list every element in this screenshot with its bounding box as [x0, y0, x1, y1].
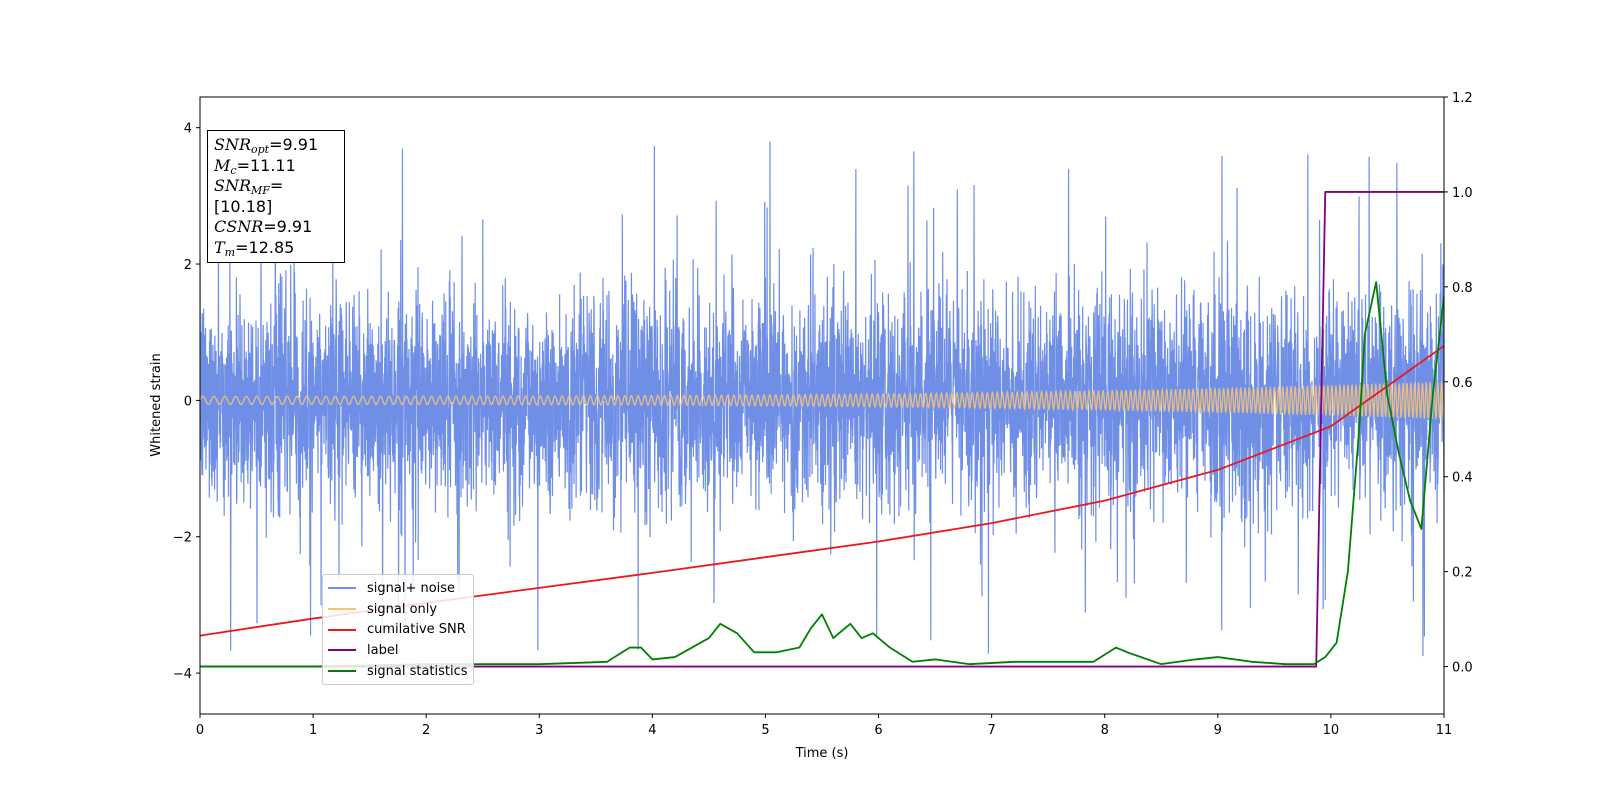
csnr-value: 9.91	[276, 217, 313, 236]
csnr-line: CSNR=9.91	[214, 217, 313, 236]
y-tick-label: −4	[173, 667, 192, 682]
x-tick-label: 10	[1323, 723, 1340, 738]
snr-mf-value: [10.18]	[214, 196, 273, 216]
snr-mf-line: SNRMF=[10.18]	[214, 176, 284, 216]
x-tick-label: 0	[196, 723, 204, 738]
y2-tick-label: 0.2	[1452, 566, 1473, 581]
x-tick-label: 2	[422, 723, 430, 738]
x-tick-label: 7	[987, 723, 995, 738]
legend-item-label: label	[328, 640, 468, 661]
series-signal-statistics	[200, 281, 1444, 668]
x-tick-label: 8	[1101, 723, 1109, 738]
axes-frame	[199, 96, 1445, 715]
x-tick-label: 9	[1214, 723, 1222, 738]
x-tick-label: 1	[309, 723, 317, 738]
legend-label-noise: signal+ noise	[367, 580, 456, 596]
series-signal-only	[200, 381, 1444, 421]
y-tick-label: 2	[184, 258, 192, 273]
x-axis: 0 1 2 3 4 5 6 7 8 9 10 11	[196, 714, 1452, 738]
y2-tick-label: 0.6	[1452, 376, 1473, 391]
legend-item-csnr: cumilative SNR	[328, 619, 468, 640]
y-axis-left: 4 2 0 −2 −4	[173, 122, 200, 682]
legend-label-signal: signal only	[367, 601, 438, 617]
legend-label-stats: signal statistics	[367, 663, 468, 679]
legend-swatch-csnr	[328, 628, 356, 631]
y2-tick-label: 0.0	[1452, 661, 1473, 676]
series-signal-noise	[200, 141, 1444, 657]
legend: signal+ noise signal only cumilative SNR…	[322, 574, 474, 686]
mc-value: 11.11	[249, 155, 296, 175]
y2-tick-label: 1.0	[1452, 186, 1473, 201]
legend-swatch-label	[328, 649, 356, 652]
legend-swatch-signal	[328, 608, 356, 611]
snr-opt-value: 9.91	[282, 135, 319, 154]
legend-swatch-stats	[328, 670, 356, 673]
y2-tick-label: 1.2	[1452, 91, 1473, 106]
y-tick-label: −2	[173, 531, 192, 546]
x-tick-label: 11	[1436, 723, 1453, 738]
y-axis-label: Whitened strain	[149, 353, 164, 456]
y2-tick-label: 0.8	[1452, 281, 1473, 296]
tm-line: Tm=12.85	[214, 237, 295, 259]
info-box: SNRopt=9.91 Mc=11.11 SNRMF=[10.18] CSNR=…	[207, 130, 345, 263]
tm-value: 12.85	[248, 237, 295, 257]
y2-tick-label: 0.4	[1452, 471, 1473, 486]
x-tick-label: 3	[535, 723, 543, 738]
legend-item-noise: signal+ noise	[328, 578, 468, 599]
mc-line: Mc=11.11	[214, 155, 296, 177]
legend-item-stats: signal statistics	[328, 661, 468, 682]
x-tick-label: 6	[874, 723, 882, 738]
y-tick-label: 0	[184, 394, 192, 409]
x-tick-label: 5	[761, 723, 769, 738]
legend-label-label: label	[367, 642, 399, 658]
legend-item-signal: signal only	[328, 599, 468, 620]
snr-opt-line: SNRopt=9.91	[214, 135, 319, 156]
x-axis-label: Time (s)	[795, 746, 849, 761]
legend-label-csnr: cumilative SNR	[367, 622, 466, 638]
series-label	[200, 191, 1444, 668]
legend-swatch-noise	[328, 587, 356, 590]
y-tick-label: 4	[184, 122, 192, 137]
y-axis-right: 1.2 1.0 0.8 0.6 0.4 0.2 0.0	[1444, 91, 1473, 676]
x-tick-label: 4	[648, 723, 656, 738]
